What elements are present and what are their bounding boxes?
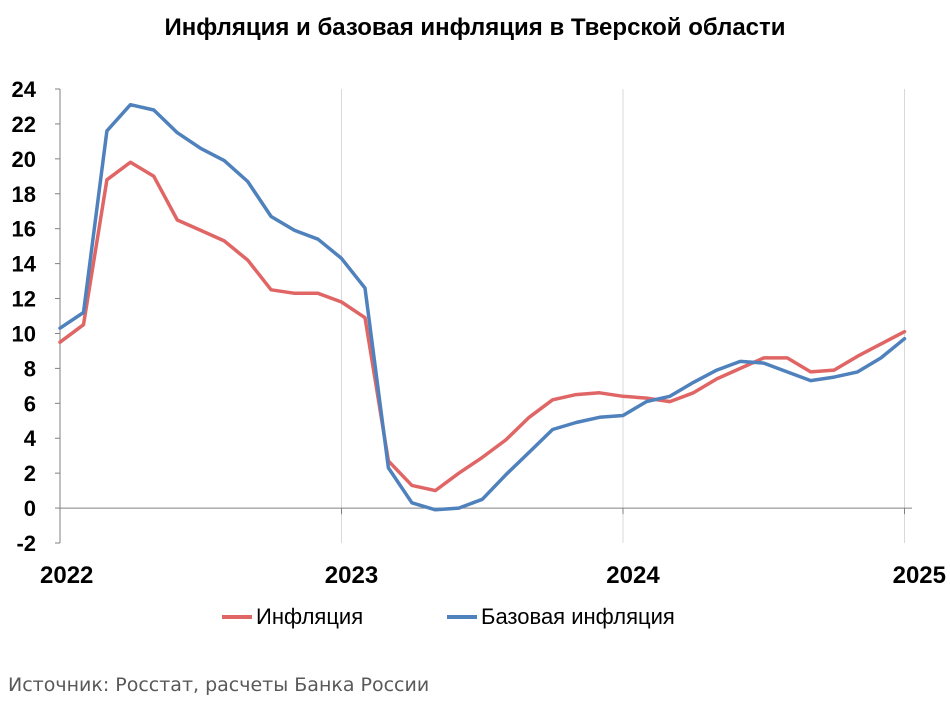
legend-item-inflation: Инфляция: [222, 604, 363, 630]
axis-layer: [55, 88, 912, 544]
y-tick-label-8: 8: [24, 356, 36, 381]
y-tick-label-20: 20: [12, 147, 36, 172]
legend-swatch-inflation: [222, 615, 252, 619]
y-tick-label-24: 24: [12, 77, 37, 102]
legend-item-core-inflation: Базовая инфляция: [447, 604, 675, 630]
y-tick-label-4: 4: [24, 426, 37, 451]
y-tick-label-2: 2: [24, 461, 36, 486]
legend-swatch-core-inflation: [447, 615, 477, 619]
y-tick-label-12: 12: [12, 287, 36, 312]
y-tick-label-18: 18: [12, 182, 36, 207]
y-tick-label-16: 16: [12, 217, 36, 242]
series-line-0: [58, 160, 907, 493]
x-tick-label-2024: 2024: [606, 562, 660, 589]
y-tick-label-10: 10: [12, 321, 36, 346]
legend: Инфляция Базовая инфляция: [0, 604, 950, 638]
y-tick-label-0: 0: [24, 496, 36, 521]
x-tick-label-2023: 2023: [325, 562, 378, 589]
y-tick-label--2: -2: [16, 531, 36, 556]
series-layer: [58, 102, 907, 512]
legend-label-inflation: Инфляция: [256, 604, 364, 629]
y-tick-label-14: 14: [12, 252, 37, 277]
legend-label-core-inflation: Базовая инфляция: [481, 604, 675, 629]
source-note: Источник: Росстат, расчеты Банка России: [8, 674, 430, 696]
series-line-1: [58, 102, 907, 512]
grid-layer: [341, 89, 905, 543]
x-tick-label-2025: 2025: [893, 562, 946, 589]
x-tick-label-2022: 2022: [40, 562, 93, 589]
y-tick-label-22: 22: [12, 112, 36, 137]
y-tick-label-6: 6: [24, 391, 36, 416]
chart-title: Инфляция и базовая инфляция в Тверской о…: [164, 14, 786, 41]
